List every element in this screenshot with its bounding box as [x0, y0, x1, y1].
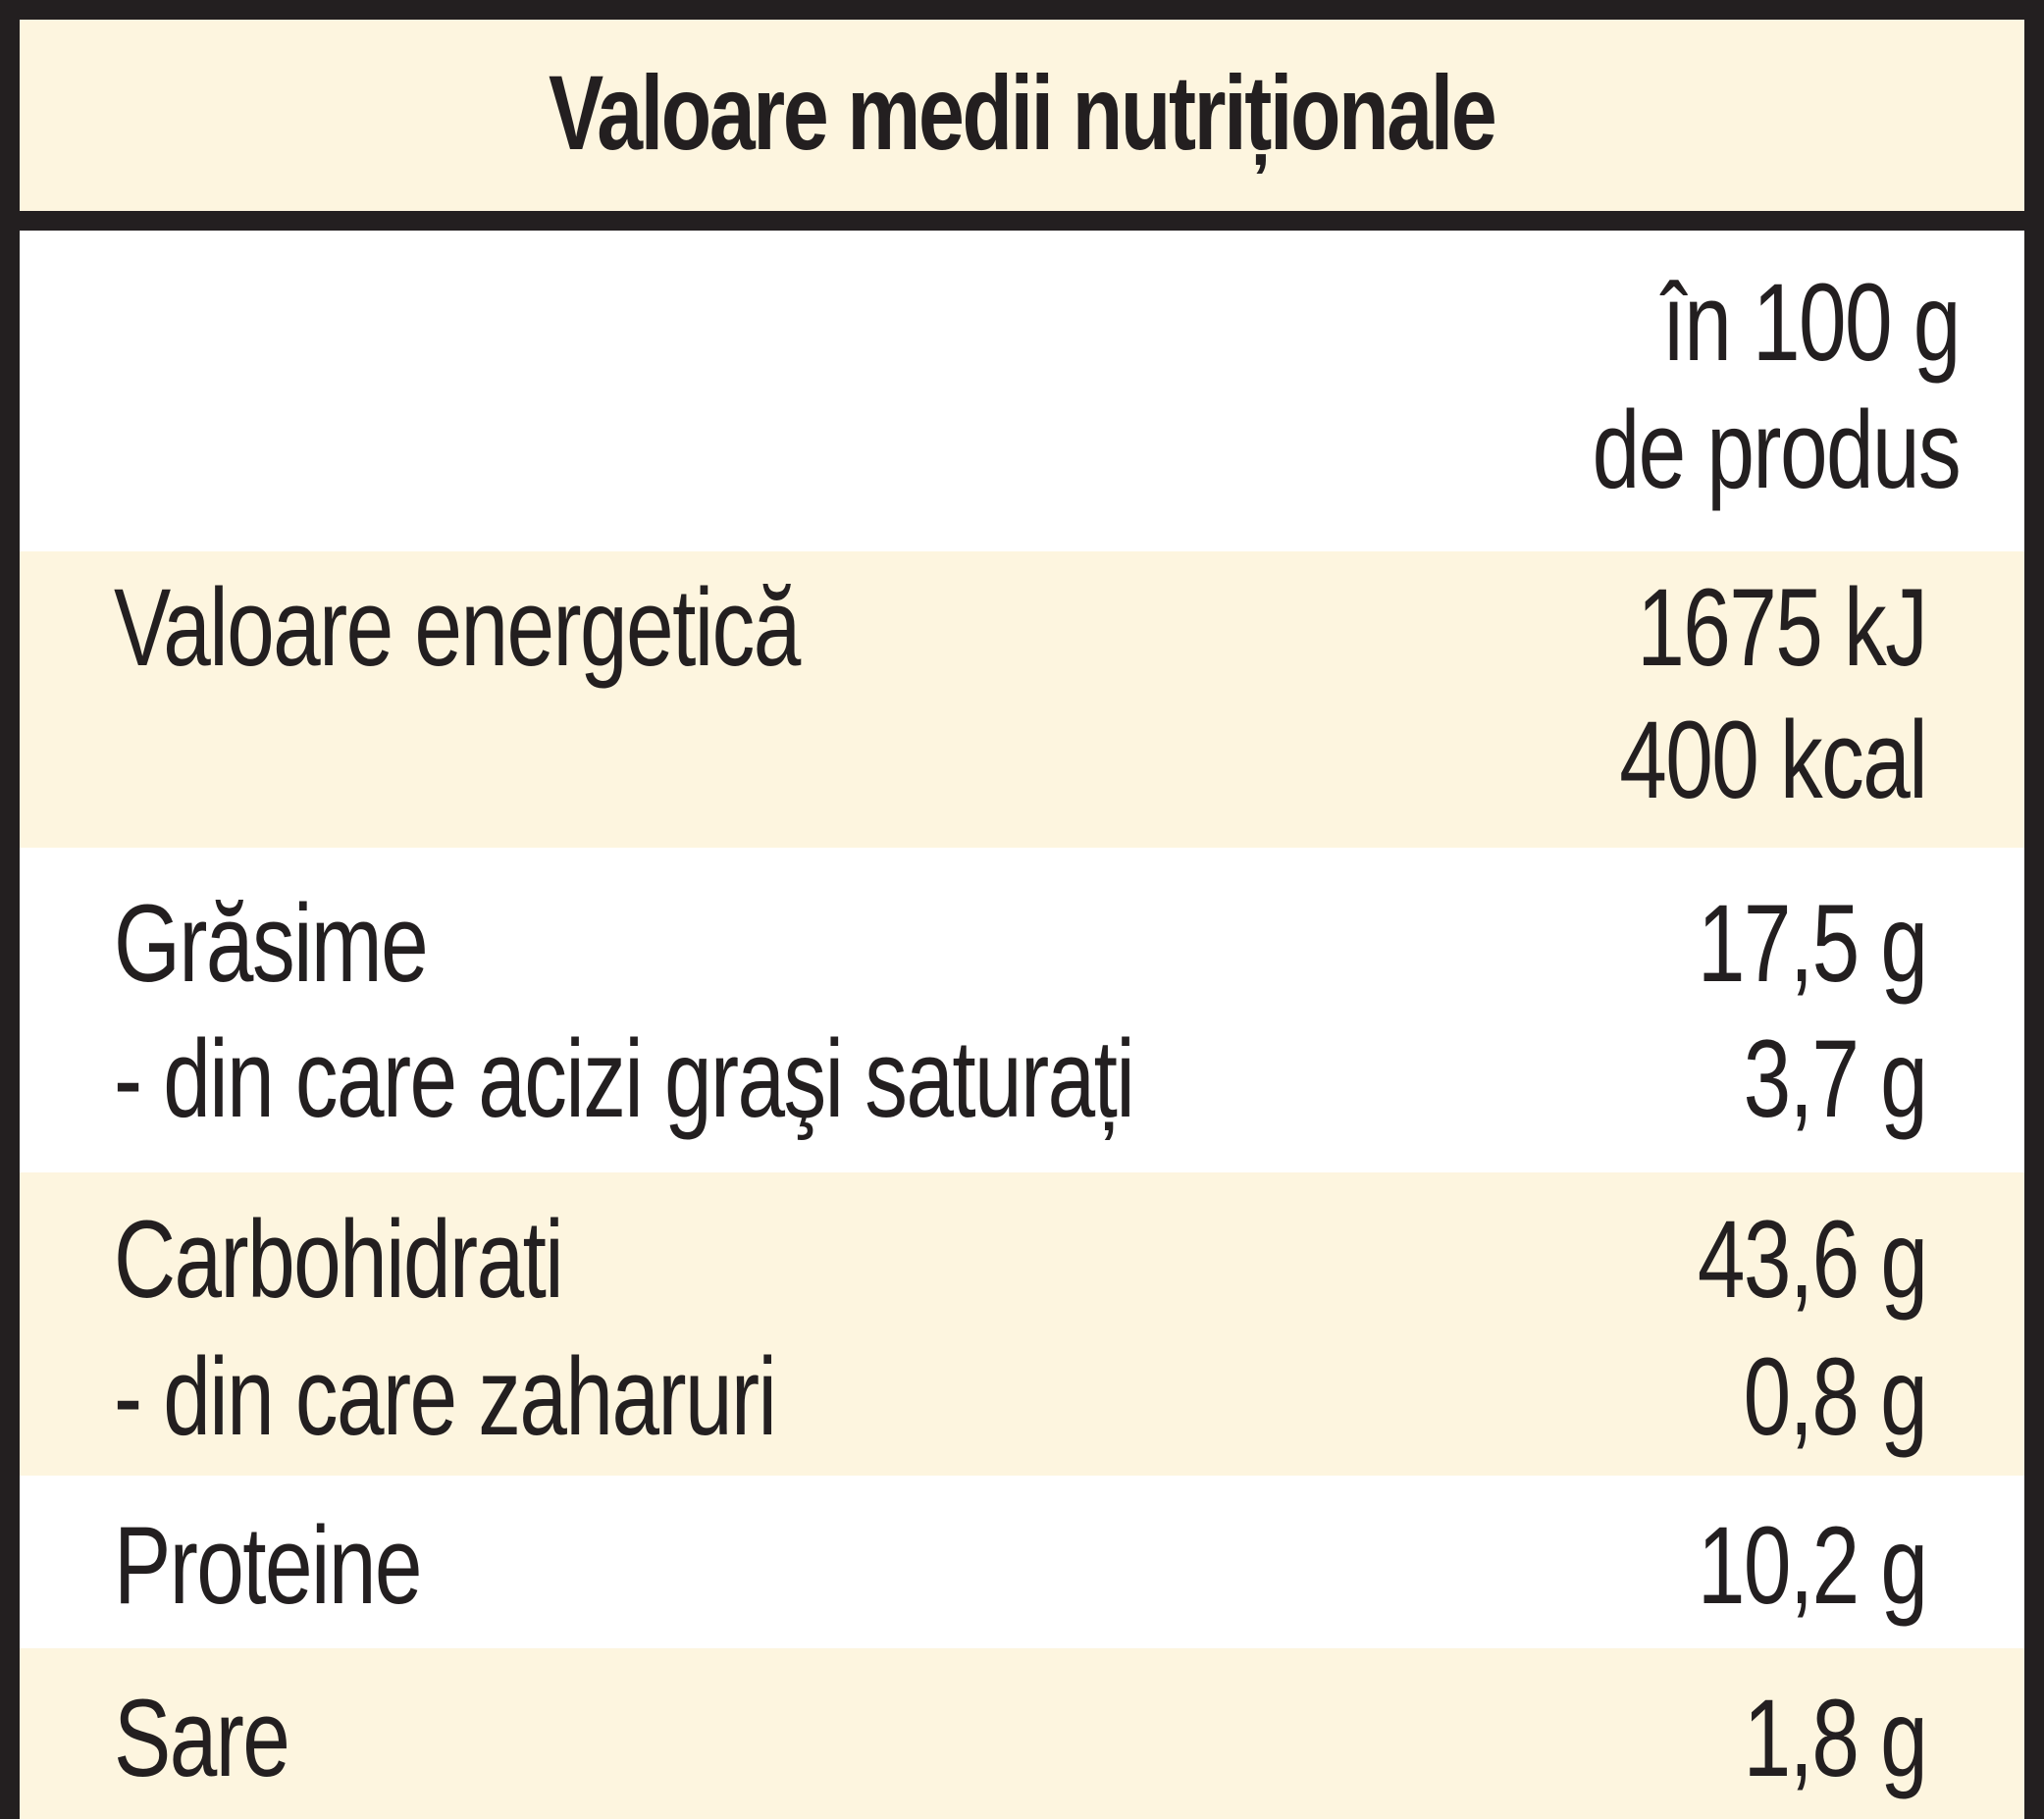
column-header-row: în 100 g de produs — [20, 231, 2024, 551]
row-label: Valoare energetică — [114, 566, 801, 689]
row-sublabel: - din care zaharuri — [114, 1335, 777, 1458]
table-title: Valoare medii nutriționale — [549, 53, 1497, 172]
row-value: 10,2 g — [1697, 1504, 1927, 1627]
row-value: 1,8 g — [1743, 1677, 1927, 1799]
table-row-salt: Sare 1,8 g — [20, 1648, 2024, 1819]
row-label: Sare — [114, 1677, 290, 1799]
row-label: Proteine — [114, 1504, 422, 1627]
row-label: Carbohidrati — [114, 1198, 564, 1321]
row-subvalue: 0,8 g — [1743, 1335, 1927, 1458]
table-row-carbohydrates: Carbohidrati - din care zaharuri 43,6 g … — [20, 1172, 2024, 1476]
row-sublabel: - din care acizi graşi saturați — [114, 1017, 1135, 1140]
row-value: 400 kcal — [1619, 699, 1927, 821]
row-value: 43,6 g — [1697, 1198, 1927, 1321]
row-subvalue: 3,7 g — [1743, 1017, 1927, 1140]
row-label: Grăsime — [114, 882, 429, 1005]
column-header-line-2: de produs — [1592, 389, 1961, 511]
table-row-energy: Valoare energetică 1675 kJ 400 kcal — [20, 551, 2024, 848]
table-title-bar: Valoare medii nutriționale — [20, 20, 2024, 231]
table-row-fat: Grăsime - din care acizi graşi saturați … — [20, 848, 2024, 1172]
row-value: 17,5 g — [1697, 882, 1927, 1005]
column-header-line-1: în 100 g — [1661, 261, 1962, 384]
table-row-protein: Proteine 10,2 g — [20, 1476, 2024, 1648]
row-value: 1675 kJ — [1636, 566, 1928, 689]
